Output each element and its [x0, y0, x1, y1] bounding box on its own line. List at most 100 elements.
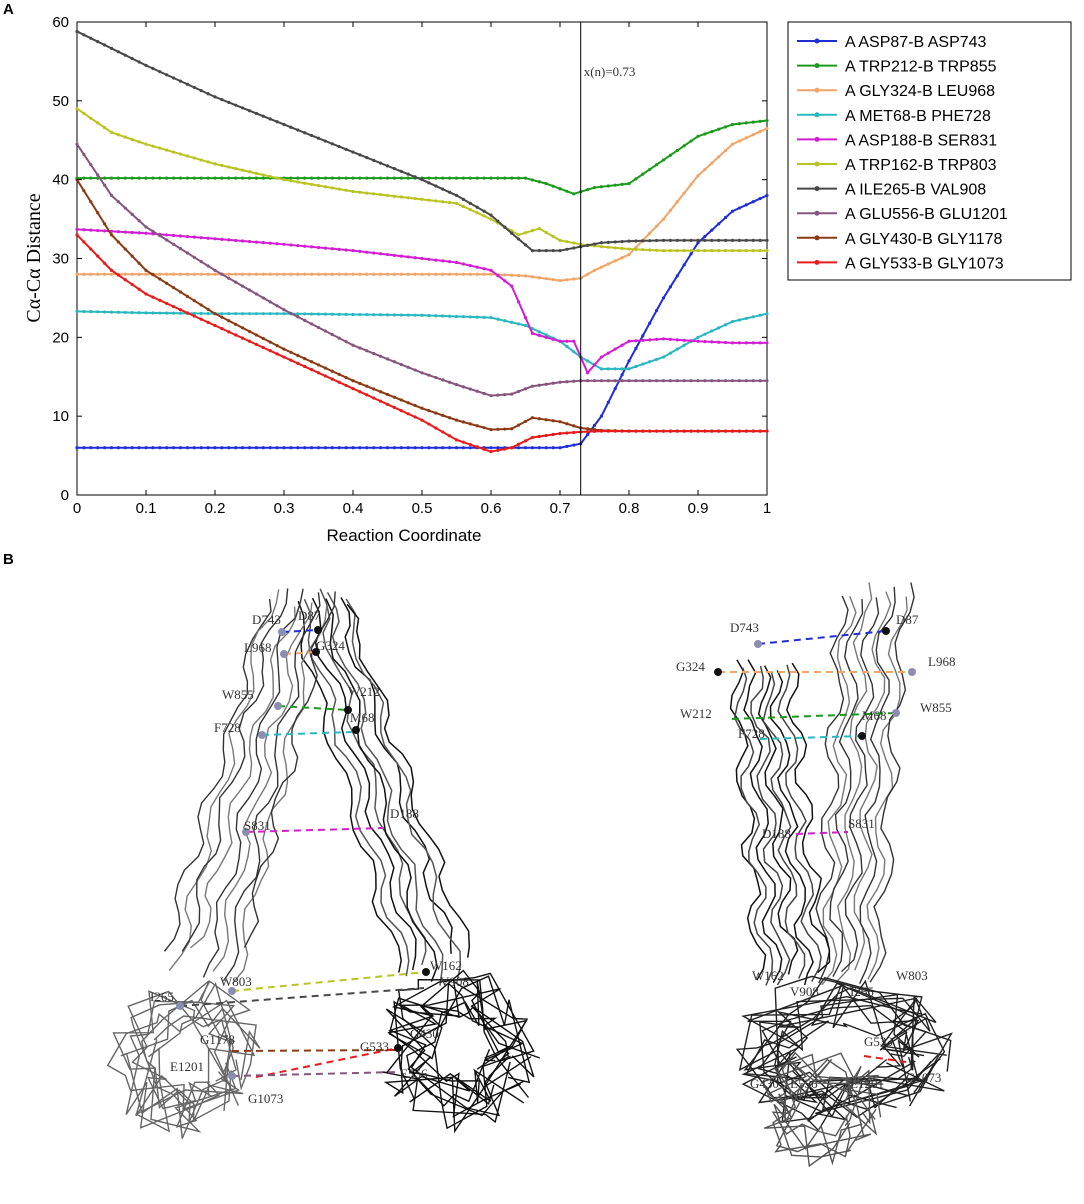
- data-point: [89, 247, 93, 251]
- data-point: [254, 333, 258, 337]
- data-point: [192, 85, 196, 90]
- data-point: [103, 261, 107, 265]
- data-point: [627, 429, 631, 433]
- domain-coil: [393, 980, 529, 1104]
- data-point: [586, 243, 590, 247]
- data-point: [116, 176, 120, 180]
- data-point: [137, 446, 141, 450]
- data-point: [675, 379, 679, 383]
- residue-atom: [280, 650, 288, 658]
- legend-marker: [814, 112, 820, 118]
- data-point: [448, 260, 452, 264]
- data-point: [510, 446, 514, 450]
- data-point: [737, 139, 742, 143]
- residue-atom: [892, 709, 900, 717]
- data-point: [385, 176, 390, 180]
- data-point: [599, 379, 604, 383]
- data-point: [724, 215, 728, 220]
- data-point: [434, 199, 438, 203]
- data-point: [172, 233, 176, 238]
- data-point: [468, 201, 472, 205]
- data-point: [406, 365, 410, 369]
- data-point: [482, 447, 486, 451]
- legend-item: A MET68-B PHE728: [797, 108, 991, 125]
- data-point: [172, 304, 176, 309]
- data-point: [234, 103, 238, 107]
- data-point: [130, 137, 134, 142]
- helix-chain-b: [869, 582, 915, 983]
- domain-coil: [140, 980, 235, 1122]
- data-point: [310, 360, 314, 364]
- residue-label: G533: [864, 1034, 893, 1049]
- data-point: [765, 238, 769, 242]
- data-point: [537, 434, 541, 439]
- data-point: [537, 417, 541, 421]
- data-point: [337, 372, 341, 376]
- data-point: [75, 142, 79, 146]
- data-point: [172, 176, 176, 180]
- data-point: [185, 251, 189, 255]
- data-point: [109, 130, 114, 134]
- data-point: [613, 246, 617, 250]
- data-point: [358, 390, 362, 394]
- data-point: [730, 319, 735, 324]
- data-point: [330, 312, 334, 316]
- data-point: [151, 295, 155, 299]
- residue-label: W855: [920, 700, 952, 715]
- legend-marker: [814, 259, 820, 265]
- x-tick-label: 0.2: [205, 500, 226, 517]
- data-point: [648, 248, 652, 252]
- legend-label: A TRP212-B TRP855: [845, 59, 997, 76]
- data-point: [592, 268, 597, 272]
- data-point: [627, 379, 631, 383]
- data-point: [82, 240, 86, 244]
- data-point: [606, 262, 610, 266]
- data-point: [627, 359, 631, 363]
- data-point: [503, 447, 507, 451]
- data-point: [247, 312, 252, 316]
- data-point: [406, 412, 410, 416]
- helix-chain-a: [785, 662, 831, 974]
- data-point: [89, 446, 93, 450]
- data-point: [316, 312, 321, 316]
- data-point: [703, 332, 707, 336]
- residue-label: S831: [244, 818, 271, 833]
- data-point: [544, 335, 548, 339]
- data-point: [565, 339, 569, 343]
- residue-label: G324: [316, 638, 345, 653]
- data-point: [399, 272, 403, 276]
- data-point: [454, 176, 459, 180]
- data-point: [158, 277, 162, 281]
- residue-label: W803: [896, 968, 928, 983]
- data-point: [123, 278, 127, 282]
- data-point: [351, 176, 355, 180]
- helix-chain-a: [743, 659, 783, 983]
- residue-label: F728: [738, 726, 765, 741]
- data-point: [758, 379, 762, 383]
- data-point: [241, 168, 245, 172]
- data-point: [689, 249, 693, 253]
- data-point: [751, 429, 755, 433]
- domain-coil: [774, 1053, 879, 1153]
- residue-label: W803: [220, 974, 252, 989]
- data-point: [420, 272, 424, 276]
- data-point: [551, 432, 555, 437]
- data-point: [641, 429, 645, 433]
- data-point: [710, 238, 714, 242]
- data-point: [192, 314, 196, 318]
- data-point: [192, 272, 196, 276]
- data-point: [406, 196, 410, 200]
- series-1: [75, 193, 769, 450]
- data-point: [675, 200, 679, 204]
- data-point: [289, 125, 293, 129]
- data-point: [275, 344, 279, 348]
- legend-item: A ILE265-B VAL908: [797, 182, 986, 199]
- data-point: [565, 444, 569, 448]
- helix-chain-a: [212, 602, 313, 972]
- data-point: [323, 139, 327, 143]
- data-point: [365, 191, 369, 195]
- y-tick-label: 20: [52, 329, 69, 346]
- data-point: [758, 249, 762, 253]
- data-point: [413, 415, 417, 419]
- data-point: [572, 339, 576, 343]
